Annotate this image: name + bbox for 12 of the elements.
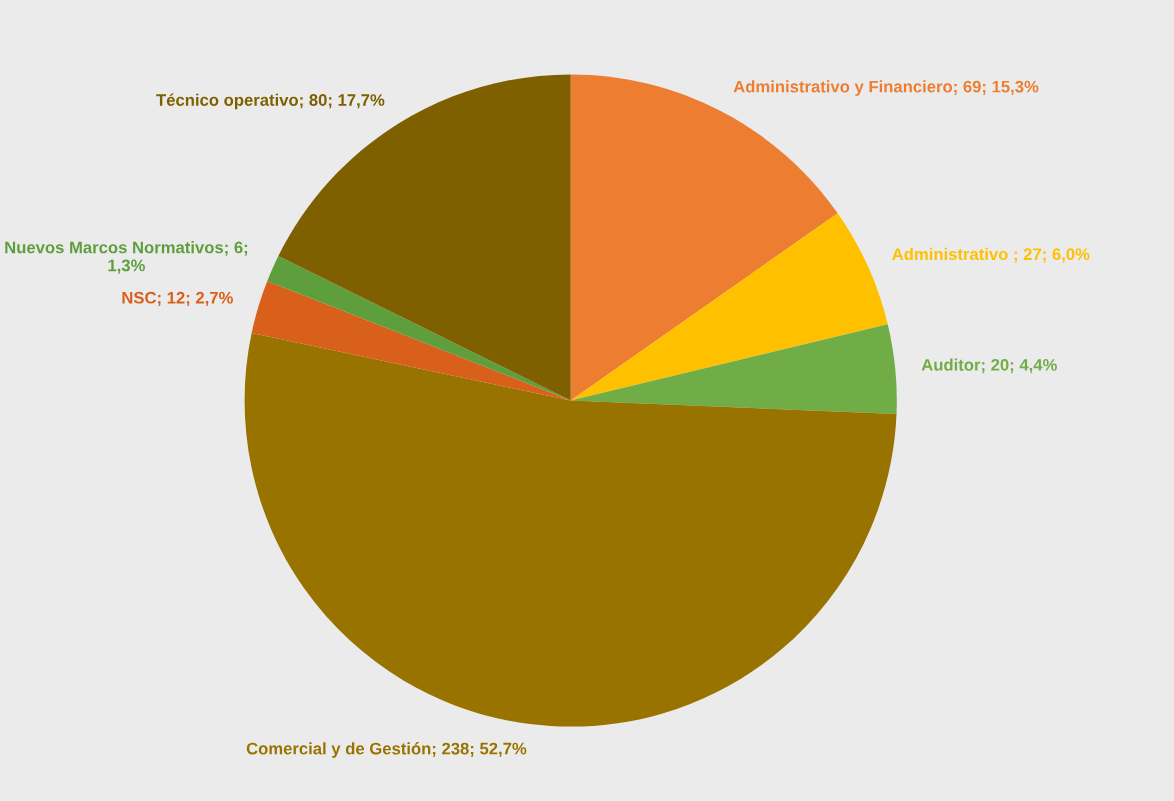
slice-label: NSC; 12; 2,7% xyxy=(122,291,233,307)
pie-slice xyxy=(251,280,571,401)
slice-label: Técnico operativo; 80; 17,7% xyxy=(156,93,385,110)
slice-label: Administrativo ; 27; 6,0% xyxy=(892,247,1090,263)
slice-label: Auditor; 20; 4,4% xyxy=(921,358,1057,374)
pie-slice xyxy=(267,256,571,401)
pie-slice xyxy=(244,332,897,727)
slice-label: Administrativo y Financiero; 69; 15,3% xyxy=(733,80,1039,96)
pie-slice xyxy=(570,324,897,415)
slice-label: Nuevos Marcos Normativos; 6; 1,3% xyxy=(5,241,248,274)
pie-slice xyxy=(570,213,888,401)
slice-label: Comercial y de Gestión; 238; 52,7% xyxy=(246,742,527,758)
